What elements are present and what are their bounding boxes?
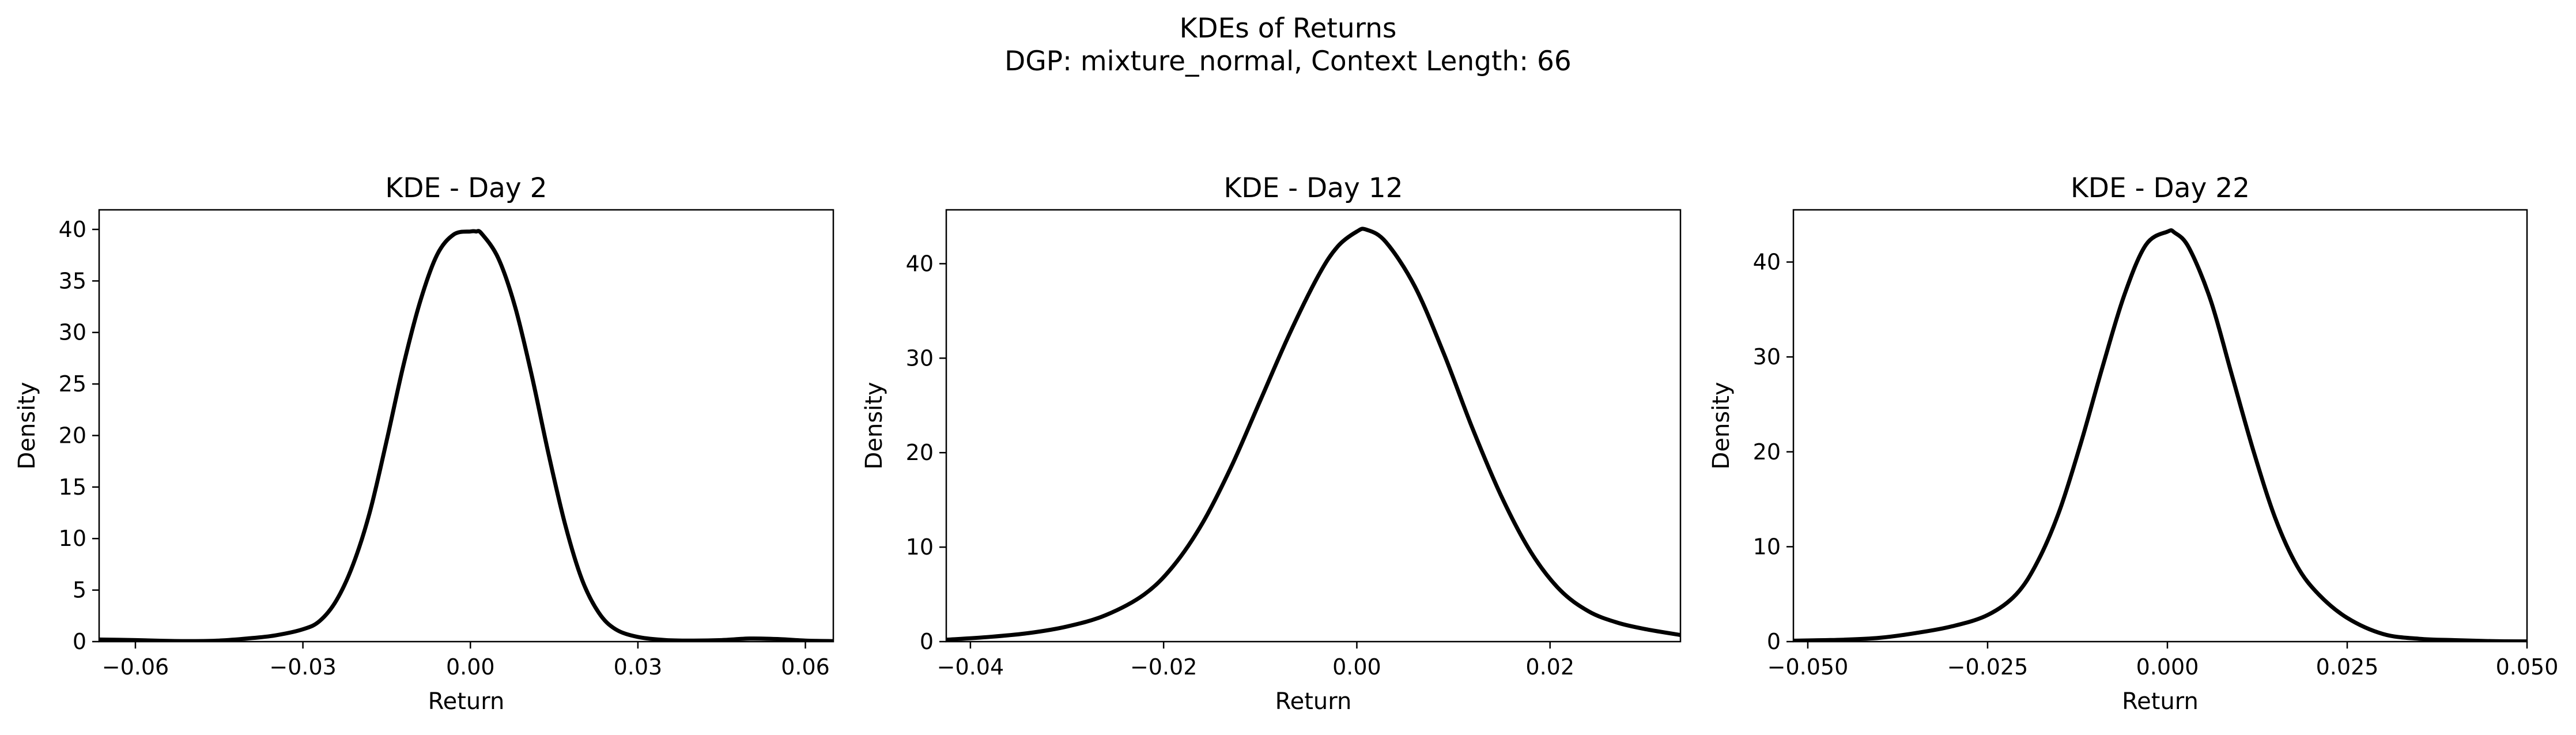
y-tick-label: 35	[59, 268, 86, 293]
x-tick-label: 0.000	[2136, 654, 2199, 680]
y-tick-label: 0	[73, 629, 86, 654]
figure-title-line1: KDEs of Returns	[1180, 13, 1397, 44]
y-tick-label: 30	[906, 345, 934, 371]
y-tick-label: 15	[59, 474, 86, 500]
x-tick-label: 0.00	[1332, 654, 1381, 680]
y-tick-label: 30	[1753, 344, 1781, 370]
y-axis-label: Density	[861, 382, 887, 469]
axes-frame	[1792, 209, 2528, 643]
kde-curve	[1793, 228, 2527, 642]
y-tick-label: 40	[1753, 250, 1781, 275]
kde-curve	[99, 229, 833, 642]
x-axis-label: Return	[1275, 688, 1352, 715]
subplot-3: KDE - Day 22 −0.050 −0.025 0.000 0.025 0.050 0…	[1708, 172, 2558, 715]
y-tick-label: 0	[920, 629, 934, 654]
x-tick-label: 0.00	[446, 654, 495, 680]
subplot-title: KDE - Day 2	[385, 172, 547, 204]
y-tick-label: 40	[59, 217, 86, 242]
x-axis-label: Return	[428, 688, 505, 715]
x-tick-label: −0.050	[1767, 654, 1849, 680]
subplot-2: KDE - Day 12 −0.04 −0.02 0.00 0.02 0 10 20 30 40 R…	[861, 172, 1682, 715]
kde-curve	[946, 227, 1680, 642]
x-tick-label: 0.06	[781, 654, 830, 680]
y-axis-label: Density	[1708, 382, 1735, 469]
x-tick-label: −0.06	[102, 654, 169, 680]
x-tick-label: −0.04	[937, 654, 1004, 680]
y-tick-label: 10	[1753, 534, 1781, 559]
subplot-1: KDE - Day 2 −0.06 −0.03 0.00 0.03 0.06 0 5 10 15 2…	[14, 172, 834, 715]
y-tick-label: 20	[906, 440, 934, 465]
y-tick-label: 25	[59, 371, 86, 397]
axes-frame	[945, 209, 1682, 643]
x-axis-label: Return	[2122, 688, 2199, 715]
x-tick-label: −0.02	[1130, 654, 1197, 680]
y-tick-label: 10	[59, 526, 86, 551]
subplot-title: KDE - Day 22	[2071, 172, 2250, 204]
subplot-panels: KDE - Day 2 −0.06 −0.03 0.00 0.03 0.06 0 5 10 15 2…	[14, 172, 2558, 715]
axes-frame	[98, 209, 834, 643]
y-tick-label: 30	[59, 320, 86, 345]
subplot-title: KDE - Day 12	[1223, 172, 1403, 204]
y-tick-label: 20	[59, 423, 86, 448]
y-tick-label: 10	[906, 534, 934, 560]
y-axis-label: Density	[14, 382, 40, 469]
x-tick-label: 0.025	[2316, 654, 2379, 680]
x-tick-label: 0.03	[614, 654, 663, 680]
y-tick-label: 40	[906, 251, 934, 276]
y-tick-label: 0	[1767, 629, 1781, 654]
y-tick-label: 20	[1753, 439, 1781, 465]
x-tick-label: −0.025	[1947, 654, 2029, 680]
y-tick-label: 5	[73, 578, 86, 603]
x-tick-label: 0.050	[2496, 654, 2559, 680]
x-tick-label: −0.03	[269, 654, 336, 680]
x-tick-label: 0.02	[1525, 654, 1574, 680]
figure-title-line2: DGP: mixture_normal, Context Length: 66	[1004, 46, 1572, 77]
